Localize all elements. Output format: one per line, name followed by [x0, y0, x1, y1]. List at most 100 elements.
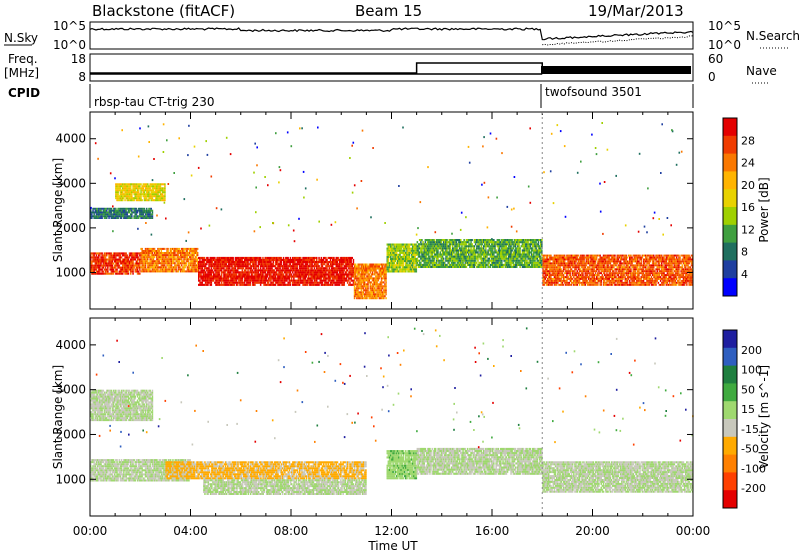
heatmap-cell-band-4 — [393, 251, 395, 254]
heatmap-cell-band-3 — [362, 277, 365, 280]
heatmap-cell-band-0 — [99, 270, 101, 273]
heatmap-cell-band-4 — [409, 247, 412, 250]
heatmap-cell-band-3 — [385, 277, 387, 280]
heatmap-cell-band-1 — [178, 247, 181, 250]
heatmap-cell-band-2 — [337, 275, 340, 278]
heatmap-cell-band-2 — [296, 271, 298, 274]
heatmap-cell-band-2 — [265, 275, 268, 278]
heatmap-cell-band-1 — [172, 260, 174, 263]
heatmap-cell-band-5 — [439, 253, 441, 256]
heatmap-cell-band-2 — [209, 261, 211, 264]
heatmap-cell-band-0 — [91, 266, 93, 269]
heatmap-cell-band-6 — [549, 281, 551, 284]
heatmap-cell-band-2 — [264, 275, 266, 278]
heatmap-cell-band-1 — [150, 247, 152, 250]
heatmap-cell-band-5 — [430, 241, 432, 244]
heatmap-cell-band-1 — [155, 252, 157, 254]
heatmap-cell-band-4 — [406, 249, 408, 252]
heatmap-cell-band-2 — [328, 283, 331, 286]
heatmap-cell-band-2 — [234, 281, 237, 284]
nsky-panel: N.Sky 10^5 10^0 10^5 10^0 N.Search — [4, 19, 800, 52]
heatmap-cell-band-3 — [371, 283, 374, 286]
heatmap-cell-band-2 — [311, 277, 313, 280]
heatmap-cell-band-1 — [192, 264, 194, 267]
heatmap-cell-band-2 — [327, 275, 329, 278]
heatmap-cell-band-2 — [344, 273, 347, 276]
heatmap-cell-band-2 — [293, 277, 295, 280]
heatmap-cell-band-5 — [493, 255, 495, 258]
heatmap-cell-band-2 — [203, 283, 206, 286]
heatmap-cell-band-0 — [123, 264, 125, 267]
heatmap-cell-band-5 — [437, 259, 439, 262]
heatmap-cell-band-0 — [92, 266, 94, 269]
heatmap-cell-band-1 — [164, 260, 166, 263]
heatmap-cell-band-2 — [217, 271, 219, 274]
heatmap-cell-band-2 — [320, 281, 323, 284]
heatmap-cell-band-1 — [143, 268, 146, 271]
heatmap-cell-band-5 — [490, 247, 493, 250]
heatmap-cell-band-2 — [352, 273, 355, 276]
heatmap-cell-band-5 — [478, 247, 480, 250]
heatmap-cell-band-2 — [273, 283, 276, 286]
heatmap-cell-band-5 — [460, 259, 462, 262]
heatmap-cell-band-5 — [517, 255, 519, 258]
heatmap-cell-band-2 — [287, 261, 289, 264]
heatmap-cell-band-0 — [127, 258, 130, 261]
heatmap-cell-band-1 — [144, 256, 147, 259]
heatmap-cell-band-5 — [518, 247, 520, 250]
heatmap-cell-band-0 — [95, 256, 98, 259]
heatmap-cell-band-3 — [382, 293, 384, 296]
heatmap-cell-band-1 — [192, 250, 194, 252]
heatmap-cell-band-1 — [147, 250, 149, 252]
heatmap-cell-band-5 — [495, 243, 497, 246]
heatmap-cell-band-5 — [418, 263, 421, 266]
heatmap-cell-band-5 — [457, 253, 460, 256]
heatmap-cell-band-5 — [509, 263, 511, 266]
heatmap-cell-band-5 — [426, 265, 429, 268]
heatmap-cell-band-1 — [141, 262, 143, 265]
heatmap-cell-band-2 — [289, 258, 292, 261]
heatmap-cell-band-2 — [294, 261, 296, 264]
heatmap-cell-band-2 — [314, 277, 317, 280]
heatmap-cell-band-1 — [187, 268, 190, 271]
heatmap-cell-band-3 — [353, 269, 356, 272]
heatmap-cell-band-1 — [149, 264, 151, 267]
heatmap-cell-band-1 — [157, 260, 159, 263]
heatmap-cell-band-2 — [223, 261, 225, 264]
heatmap-cell-band-2 — [280, 279, 282, 282]
heatmap-cell-band-0 — [124, 264, 126, 267]
heatmap-cell-band-1 — [189, 250, 191, 252]
heatmap-cell-band-2 — [237, 281, 239, 284]
heatmap-cell-band-6 — [549, 276, 551, 278]
heatmap-cell-band-5 — [482, 259, 485, 262]
heatmap-cell-band-2 — [302, 275, 304, 278]
heatmap-cell-band-5 — [519, 261, 521, 264]
heatmap-cell-band-5 — [505, 249, 508, 252]
heatmap-cell-band-5 — [513, 259, 516, 262]
heatmap-cell-band-2 — [348, 261, 350, 264]
heatmap-cell-band-1 — [177, 262, 180, 265]
heatmap-cell-band-2 — [328, 265, 331, 268]
heatmap-cell-band-2 — [226, 283, 229, 286]
heatmap-cell-band-2 — [324, 283, 326, 286]
heatmap-cell-band-5 — [520, 263, 523, 266]
heatmap-cell-band-5 — [538, 251, 541, 254]
heatmap-cell-band-1 — [157, 258, 159, 261]
heatmap-cell-band-1 — [140, 270, 142, 273]
heatmap-cell-band-5 — [431, 257, 433, 260]
heatmap-cell-band-4 — [407, 264, 409, 267]
heatmap-cell-band-2 — [342, 261, 344, 264]
heatmap-cell-band-5 — [425, 255, 428, 258]
heatmap-cell-band-2 — [232, 279, 234, 282]
heatmap-cell-band-0 — [90, 254, 92, 257]
heatmap-cell-band-2 — [343, 283, 345, 286]
heatmap-cell-band-5 — [473, 265, 476, 268]
heatmap-cell-band-0 — [131, 266, 133, 269]
heatmap-cell-band-2 — [245, 279, 247, 282]
heatmap-cell-band-1 — [179, 266, 182, 269]
heatmap-cell-band-0 — [93, 272, 95, 275]
heatmap-cell-band-2 — [237, 265, 239, 268]
heatmap-cell-band-1 — [190, 250, 192, 252]
heatmap-cell-band-5 — [503, 263, 505, 266]
heatmap-cell-band-4 — [392, 251, 394, 254]
